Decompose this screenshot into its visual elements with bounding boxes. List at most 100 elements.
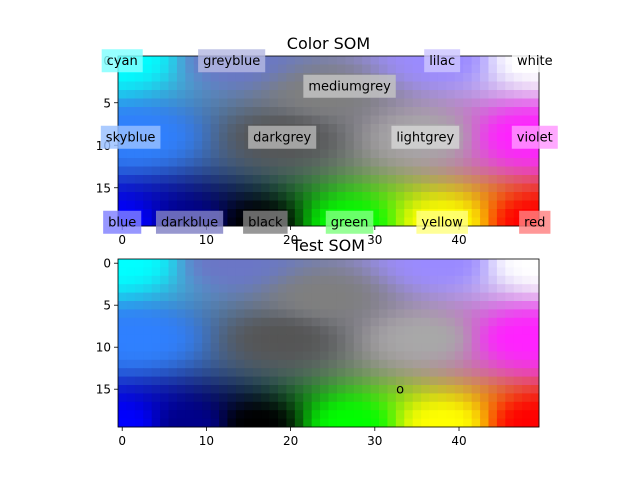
heatmap-cell — [463, 385, 473, 394]
heatmap-cell — [395, 301, 405, 310]
heatmap-cell — [454, 115, 464, 125]
heatmap-cell — [395, 217, 405, 227]
heatmap-cell — [387, 267, 397, 277]
heatmap-cell — [353, 385, 363, 394]
heatmap-cell — [118, 410, 127, 419]
heatmap-cell — [522, 301, 531, 310]
heatmap-cell — [336, 393, 346, 403]
heatmap-cell — [261, 64, 270, 74]
heatmap-cell — [387, 149, 397, 159]
heatmap-cell — [202, 149, 212, 159]
heatmap-cell — [454, 166, 464, 176]
heatmap-cell — [496, 376, 506, 386]
heatmap-cell — [387, 217, 397, 227]
heatmap-cell — [286, 368, 296, 377]
heatmap-cell — [471, 124, 481, 133]
heatmap-cell — [227, 192, 237, 201]
annotation-box — [391, 125, 460, 149]
heatmap-cell — [412, 326, 422, 335]
heatmap-cell — [496, 209, 506, 218]
heatmap-cell — [151, 275, 161, 285]
heatmap-cell — [488, 376, 498, 386]
heatmap-cell — [303, 317, 313, 327]
heatmap-cell — [513, 301, 523, 310]
heatmap-cell — [379, 343, 388, 352]
heatmap-cell — [269, 309, 279, 319]
heatmap-cell — [437, 90, 447, 99]
heatmap-cell — [463, 149, 473, 159]
heatmap-cell — [496, 64, 506, 74]
heatmap-cell — [303, 359, 313, 369]
heatmap-cell — [176, 149, 186, 159]
heatmap-cell — [530, 410, 540, 419]
heatmap-cell — [522, 343, 531, 352]
heatmap-cell — [176, 301, 186, 310]
heatmap-cell — [345, 115, 355, 125]
heatmap-cell — [496, 141, 506, 150]
heatmap-cell — [496, 410, 506, 419]
heatmap-cell — [496, 368, 506, 377]
heatmap-cell — [311, 343, 321, 352]
heatmap-cell — [202, 107, 212, 116]
heatmap-cell — [404, 418, 414, 428]
heatmap-cell — [303, 343, 313, 352]
heatmap-cell — [471, 98, 481, 108]
heatmap-cell — [522, 385, 531, 394]
heatmap-cell — [446, 175, 456, 184]
heatmap-cell — [185, 292, 195, 302]
heatmap-cell — [294, 115, 304, 125]
heatmap-cell — [118, 418, 127, 428]
heatmap-cell — [261, 385, 270, 394]
heatmap-cell — [219, 124, 228, 133]
heatmap-cell — [471, 385, 481, 394]
heatmap-cell — [336, 259, 346, 268]
heatmap-cell — [379, 183, 388, 193]
heatmap-cell — [320, 259, 329, 268]
heatmap-cell — [185, 64, 195, 74]
heatmap-cell — [176, 141, 186, 150]
heatmap-cell — [437, 98, 447, 108]
heatmap-cell — [176, 334, 186, 344]
heatmap-cell — [151, 292, 161, 302]
heatmap-cell — [395, 410, 405, 419]
heatmap-cell — [193, 166, 203, 176]
heatmap-cell — [269, 359, 279, 369]
heatmap-cell — [379, 64, 388, 74]
heatmap-cell — [488, 351, 498, 361]
heatmap-cell — [294, 309, 304, 319]
heatmap-cell — [277, 115, 287, 125]
heatmap-cell — [252, 326, 262, 335]
y-tick-label: 5 — [103, 299, 111, 313]
heatmap-cell — [227, 343, 237, 352]
heatmap-cell — [522, 73, 531, 82]
heatmap-cell — [244, 149, 254, 159]
heatmap-cell — [261, 90, 270, 99]
heatmap-cell — [185, 359, 195, 369]
heatmap-cell — [303, 209, 313, 218]
heatmap-cell — [160, 410, 169, 419]
heatmap-cell — [235, 217, 245, 227]
heatmap-cell — [126, 301, 136, 310]
heatmap-cell — [303, 267, 313, 277]
heatmap-cell — [193, 334, 203, 344]
heatmap-cell — [185, 183, 195, 193]
heatmap-cell — [463, 175, 473, 184]
heatmap-cell — [219, 309, 228, 319]
heatmap-cell — [496, 81, 506, 91]
heatmap-cell — [210, 292, 220, 302]
heatmap-cell — [463, 418, 473, 428]
heatmap-cell — [219, 115, 228, 125]
heatmap-cell — [522, 376, 531, 386]
heatmap-cell — [387, 284, 397, 293]
heatmap-cell — [210, 132, 220, 142]
heatmap-cell — [126, 376, 136, 386]
heatmap-cell — [193, 309, 203, 319]
heatmap-cell — [252, 343, 262, 352]
heatmap-cell — [210, 343, 220, 352]
heatmap-cell — [261, 359, 270, 369]
heatmap-cell — [160, 56, 169, 65]
heatmap-cell — [387, 107, 397, 116]
heatmap-cell — [404, 115, 414, 125]
heatmap-cell — [185, 90, 195, 99]
heatmap-cell — [387, 292, 397, 302]
